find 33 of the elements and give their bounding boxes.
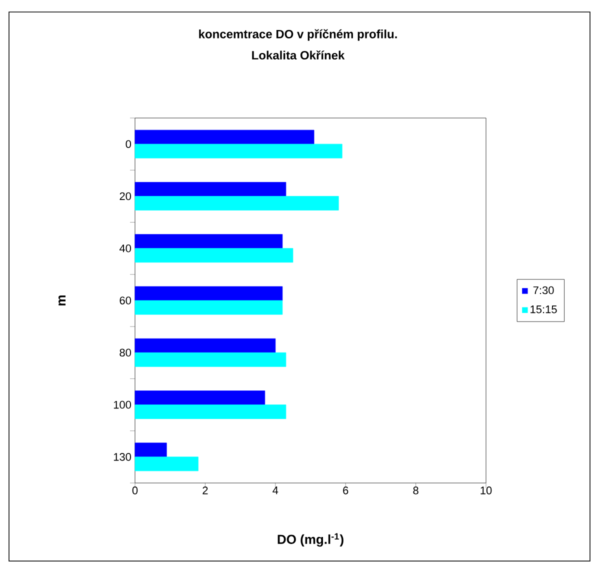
y-tick-label: 60	[120, 296, 132, 304]
y-tick-label: 80	[120, 348, 132, 357]
bar	[134, 130, 314, 144]
y-tick-label: 40	[119, 244, 132, 252]
bar	[134, 300, 283, 315]
bar	[134, 338, 276, 353]
bar	[134, 234, 283, 249]
y-tick-label: 0	[126, 140, 132, 148]
x-tick-label: 0	[132, 486, 138, 494]
legend-label: 7:30	[533, 286, 554, 294]
bar	[134, 442, 167, 458]
bar	[134, 390, 266, 405]
y-tick-label: 130	[114, 453, 132, 461]
bar	[134, 352, 286, 367]
chart-title: koncemtrace DO v příčném profilu.	[199, 29, 397, 41]
x-tick-label: 6	[343, 486, 348, 494]
x-axis-title: DO (mg.l$^{-1}$)	[278, 533, 344, 547]
bar	[134, 456, 198, 472]
bar	[134, 404, 286, 419]
chart-subtitle: Lokalita Okřínek	[252, 50, 345, 60]
x-tick-label: 10	[480, 486, 492, 494]
x-tick-label: 2	[202, 486, 208, 494]
bar	[134, 196, 339, 210]
bar	[134, 248, 294, 263]
y-axis-title: m	[58, 296, 66, 306]
y-tick-label: 20	[120, 192, 132, 200]
legend-label: 15:15	[530, 306, 557, 314]
bar	[134, 144, 342, 158]
bar	[134, 286, 283, 301]
bar	[134, 182, 286, 196]
x-tick-label: 4	[272, 486, 278, 494]
y-tick-label: 100	[114, 400, 132, 409]
x-tick-label: 8	[413, 486, 418, 494]
